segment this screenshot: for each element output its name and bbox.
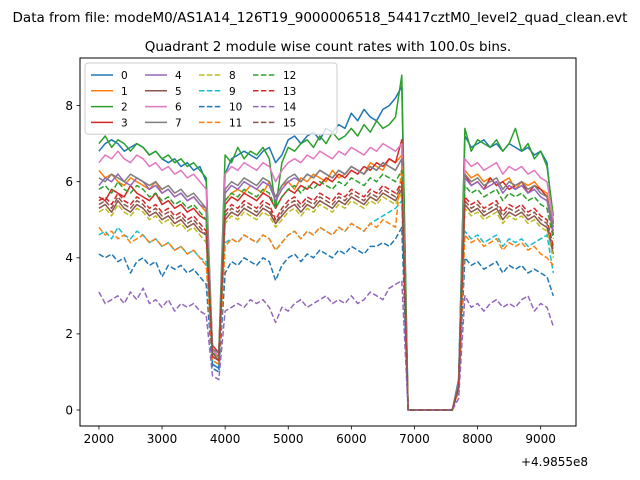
series-line-8 <box>98 192 555 411</box>
chart-title: Quadrant 2 module wise count rates with … <box>145 39 511 55</box>
x-tick-label: 8000 <box>462 432 493 446</box>
legend-box <box>84 62 338 135</box>
legend-label-6: 6 <box>175 102 182 114</box>
y-axis: 0 2 4 6 8 <box>65 99 80 417</box>
x-tick-label: 5000 <box>273 432 304 446</box>
y-tick-label: 0 <box>65 403 73 417</box>
legend-label-4: 4 <box>175 70 182 82</box>
series-line-7 <box>98 158 555 411</box>
x-axis: 2000 3000 4000 5000 6000 7000 8000 9000 <box>84 426 556 446</box>
legend-label-2: 2 <box>121 102 128 114</box>
axes-frame <box>79 57 577 427</box>
x-tick-label: 2000 <box>84 432 115 446</box>
series-line-11 <box>98 165 554 411</box>
legend-label-14: 14 <box>283 102 297 114</box>
y-tick-label: 6 <box>65 175 73 189</box>
series-line-5 <box>98 188 555 411</box>
x-offset-label: +4.9855e8 <box>521 455 588 469</box>
legend-label-15: 15 <box>283 117 296 129</box>
legend-label-5: 5 <box>175 86 182 98</box>
legend-label-10: 10 <box>229 102 242 114</box>
series-layer <box>98 74 555 411</box>
plot-area: 2000 3000 4000 5000 6000 7000 8000 9000 0 2 4 6 8 +… <box>65 57 588 469</box>
series-line-10 <box>98 226 555 411</box>
y-tick-label: 2 <box>65 327 73 341</box>
legend-label-9: 9 <box>229 86 236 98</box>
x-tick-label: 4000 <box>210 432 241 446</box>
legend-label-3: 3 <box>121 117 128 129</box>
legend-label-12: 12 <box>283 70 296 82</box>
series-line-6 <box>98 142 555 411</box>
figure-suptitle: Data from file: modeM0/AS1A14_126T19_900… <box>13 10 628 26</box>
legend-label-0: 0 <box>121 70 128 82</box>
series-line-9 <box>98 199 555 411</box>
x-tick-label: 9000 <box>525 432 556 446</box>
x-tick-label: 3000 <box>147 432 178 446</box>
series-line-13 <box>98 180 555 411</box>
series-line-14 <box>98 279 555 411</box>
legend-label-13: 13 <box>283 86 296 98</box>
legend-label-8: 8 <box>229 70 236 82</box>
series-line-12 <box>98 169 555 411</box>
x-tick-label: 6000 <box>336 432 367 446</box>
legend-label-1: 1 <box>121 86 128 98</box>
y-tick-label: 8 <box>65 99 73 113</box>
x-tick-label: 7000 <box>399 432 430 446</box>
y-tick-label: 4 <box>65 251 73 265</box>
legend-label-7: 7 <box>175 117 182 129</box>
series-line-15 <box>98 184 555 411</box>
series-line-2 <box>98 74 555 411</box>
legend-label-11: 11 <box>229 117 242 129</box>
